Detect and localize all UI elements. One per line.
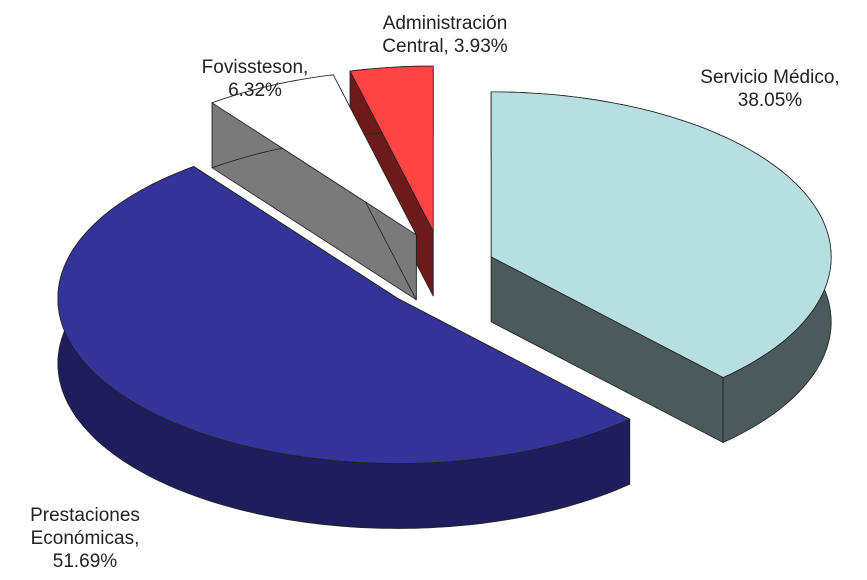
slice	[349, 65, 434, 232]
value-label: 6.32%	[228, 80, 282, 101]
data-label: Administración Central, 3.93%	[345, 12, 545, 58]
value-label: 38.05%	[737, 90, 803, 111]
data-label: Prestaciones Económicas, 51.69%	[0, 504, 170, 573]
slice	[211, 74, 418, 236]
data-label: Fovissteson, 6.32%	[180, 56, 330, 102]
category-label: Fovissteson,	[201, 57, 309, 78]
value-label: 3.93%	[453, 36, 508, 57]
value-label: 51.69%	[52, 551, 118, 572]
category-label: Administración Central,	[382, 13, 508, 57]
category-label: Prestaciones Económicas,	[30, 505, 140, 549]
data-label: Servicio Médico, 38.05%	[660, 66, 867, 112]
slice	[490, 91, 832, 378]
slice	[57, 166, 631, 464]
category-label: Servicio Médico,	[700, 67, 840, 88]
